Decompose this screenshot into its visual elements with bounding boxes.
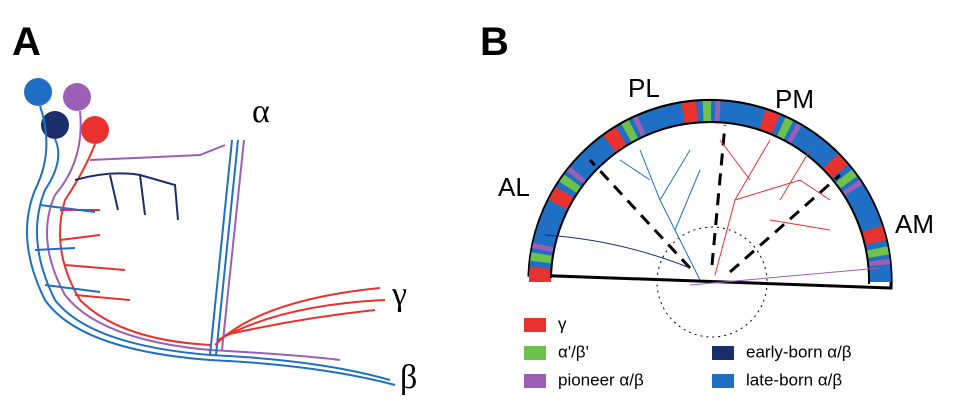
lobe-label: PL — [628, 73, 660, 103]
panel-label: B — [480, 20, 509, 64]
legend-swatch — [524, 374, 546, 388]
legend-swatch — [712, 374, 734, 388]
legend-swatch — [524, 318, 546, 332]
cell-body — [24, 78, 52, 106]
cell-body — [81, 116, 109, 144]
legend-label: early-born α/β — [746, 342, 852, 361]
legend-label: α'/β' — [558, 342, 589, 361]
lobe-label: AL — [498, 172, 530, 202]
cell-body — [41, 111, 69, 139]
axons — [26, 105, 396, 386]
panel-b: B PL PM AL AM γ α'/β' pioneer α/β early-bor… — [480, 20, 934, 389]
axon-label: γ — [391, 276, 407, 313]
divider — [588, 124, 841, 274]
divider — [656, 226, 768, 338]
lobe-outline — [527, 98, 893, 290]
legend-label: γ — [558, 314, 567, 333]
legend: γ α'/β' pioneer α/β early-born α/β late-born… — [524, 314, 852, 389]
lobe-ring — [529, 101, 891, 283]
neurons — [544, 139, 881, 286]
lobe-label: AM — [895, 209, 934, 239]
panel-a: A α γ β — [12, 20, 417, 396]
lobe-ring — [550, 121, 871, 285]
axon-label: α — [252, 93, 270, 130]
legend-label: pioneer α/β — [558, 370, 644, 389]
legend-label: late-born α/β — [746, 370, 842, 389]
panel-label: A — [12, 20, 41, 64]
legend-swatch — [712, 346, 734, 360]
legend-swatch — [524, 346, 546, 360]
lobe-label: PM — [775, 84, 814, 114]
lobe-ring — [529, 101, 891, 283]
cell-body — [63, 83, 91, 111]
axon-label: β — [400, 359, 417, 396]
